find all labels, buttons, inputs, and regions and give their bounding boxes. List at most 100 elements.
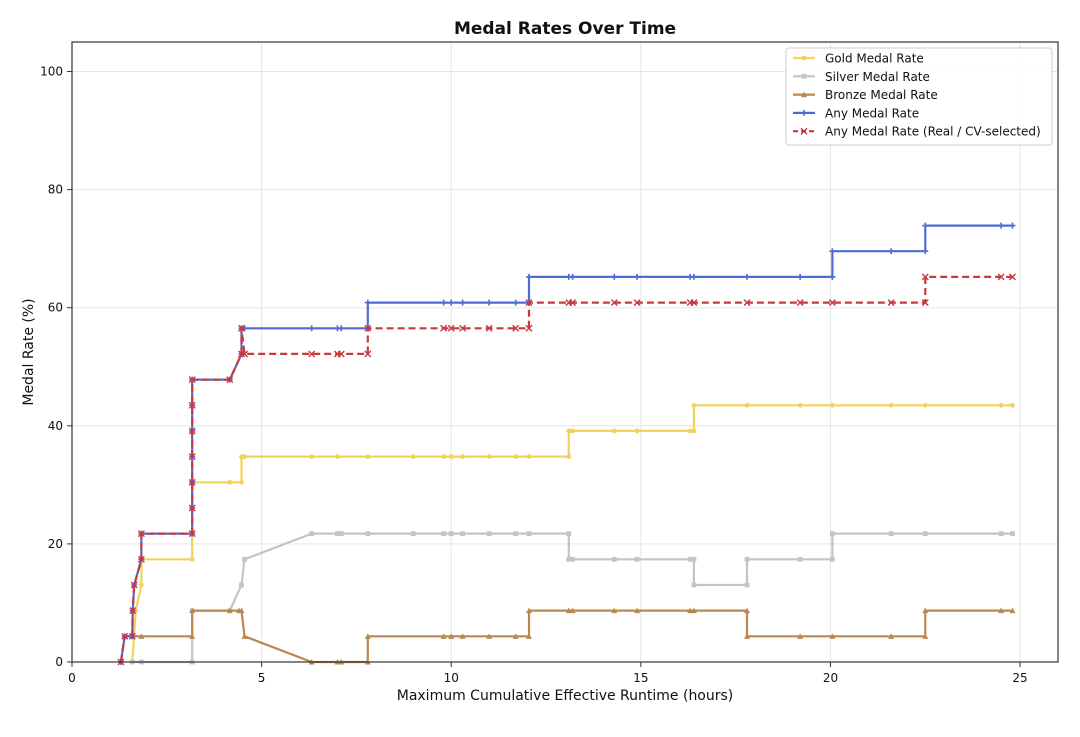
data-point	[364, 633, 371, 639]
data-point	[611, 556, 617, 562]
legend-label: Any Medal Rate (Real / CV-selected)	[825, 125, 1041, 139]
data-point	[448, 454, 454, 460]
data-point	[569, 607, 576, 614]
data-point	[634, 607, 641, 614]
data-point	[188, 504, 196, 512]
data-point	[998, 607, 1005, 614]
data-point	[922, 222, 929, 229]
y-tick-label: 20	[48, 537, 63, 551]
data-point	[566, 531, 572, 537]
legend: Gold Medal Rate Silver Medal Rate Bronze M…	[785, 47, 1053, 146]
data-point	[569, 299, 577, 307]
data-point	[570, 556, 575, 562]
data-point	[460, 454, 466, 460]
data-point	[365, 454, 371, 460]
data-point	[365, 531, 371, 537]
data-point	[364, 350, 372, 358]
data-point	[448, 633, 455, 639]
data-point	[486, 299, 493, 306]
data-point	[513, 454, 519, 460]
data-point	[459, 324, 467, 332]
data-point	[459, 633, 466, 639]
data-point	[241, 350, 249, 358]
data-point	[485, 324, 493, 332]
series-4	[117, 273, 1016, 666]
data-point	[337, 350, 345, 358]
x-tick-label: 20	[823, 671, 838, 685]
data-point	[888, 402, 894, 408]
legend-marker	[801, 91, 807, 98]
data-point	[611, 428, 617, 434]
data-point	[188, 376, 196, 384]
y-tick-label: 60	[48, 301, 63, 315]
data-point	[744, 582, 750, 588]
data-point	[188, 427, 196, 435]
data-point	[921, 299, 929, 307]
data-point	[1010, 531, 1015, 537]
data-point	[486, 531, 492, 537]
data-point	[922, 633, 929, 639]
x-tick-label: 10	[444, 671, 459, 685]
data-point	[441, 531, 447, 537]
data-point	[744, 556, 750, 562]
data-point	[227, 479, 233, 485]
data-point	[448, 531, 454, 537]
data-point	[922, 607, 929, 614]
data-point	[1010, 402, 1015, 408]
data-point	[460, 531, 466, 537]
data-point	[796, 299, 804, 307]
data-point	[512, 299, 519, 306]
x-tick-label: 25	[1012, 671, 1027, 685]
data-point	[691, 428, 697, 434]
data-point	[687, 428, 693, 434]
data-point	[525, 607, 532, 614]
data-point	[138, 633, 145, 639]
data-point	[486, 633, 493, 639]
data-point	[922, 402, 928, 408]
data-point	[690, 273, 697, 280]
data-point	[308, 350, 316, 358]
data-point	[338, 325, 345, 332]
data-point	[888, 248, 895, 255]
data-point	[610, 299, 618, 307]
data-point	[128, 632, 136, 640]
data-point	[829, 531, 835, 537]
data-point	[687, 556, 693, 562]
data-point	[998, 222, 1005, 229]
data-point	[691, 582, 697, 588]
data-point	[566, 454, 572, 460]
data-point	[566, 556, 572, 562]
data-point	[129, 607, 137, 615]
y-tick-label: 40	[48, 419, 63, 433]
data-point	[335, 454, 340, 460]
data-point	[526, 531, 532, 537]
plot-frame	[71, 41, 1059, 663]
data-point	[440, 324, 448, 332]
data-point	[448, 299, 455, 306]
data-point	[308, 325, 315, 332]
data-point	[611, 607, 618, 614]
data-point	[188, 401, 196, 409]
y-axis-label: Medal Rate (%)	[21, 298, 37, 405]
data-point	[188, 478, 196, 486]
series-line	[119, 224, 1013, 663]
data-point	[410, 531, 416, 537]
data-point	[441, 454, 447, 460]
data-point	[829, 402, 835, 408]
series-2	[121, 607, 1016, 665]
data-point	[566, 428, 572, 434]
data-point	[634, 428, 640, 434]
data-point	[189, 633, 196, 639]
y-tick-label: 0	[55, 655, 63, 669]
data-point	[797, 273, 804, 280]
data-point	[744, 273, 751, 280]
data-point	[611, 273, 618, 280]
series-3	[117, 222, 1016, 665]
y-tick-label: 100	[40, 65, 63, 79]
data-point	[242, 556, 247, 562]
data-point	[997, 273, 1005, 281]
data-point	[189, 556, 195, 562]
data-point	[922, 531, 928, 537]
data-point	[137, 555, 145, 563]
